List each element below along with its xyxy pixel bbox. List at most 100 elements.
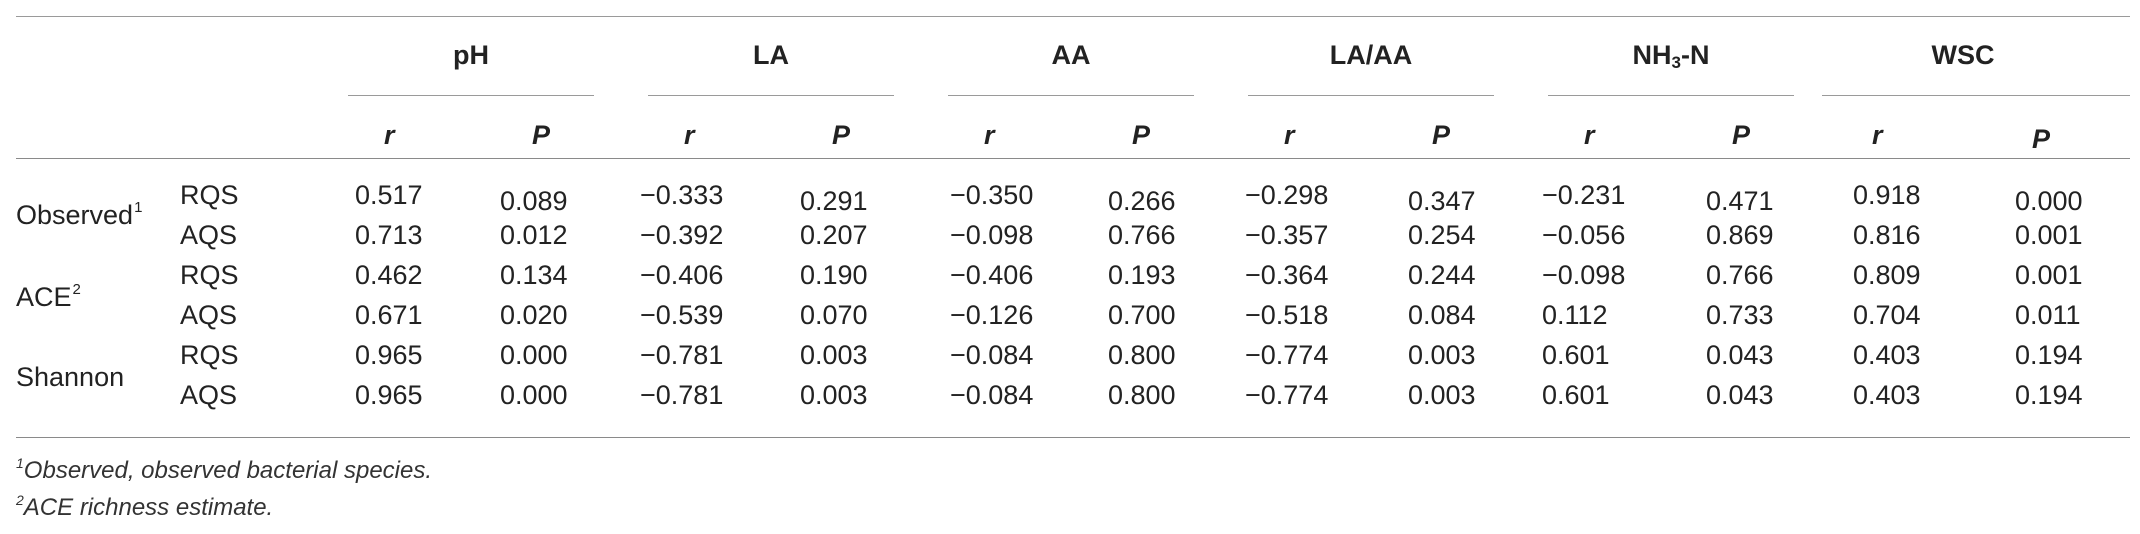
table-cell: 0.089	[500, 186, 568, 216]
table-cell: −0.364	[1245, 260, 1329, 290]
subheader-r: r	[1584, 120, 1595, 150]
row-group-label: AQS	[180, 380, 238, 410]
table-cell: −0.098	[1542, 260, 1626, 290]
table-cell: 0.003	[800, 380, 868, 410]
table-cell: 0.011	[2015, 300, 2081, 330]
table-cell: 0.194	[2015, 380, 2083, 410]
col-header-nh3n: NH3-N	[1632, 40, 1710, 72]
table-cell: 0.244	[1408, 260, 1476, 290]
table-cell: 0.869	[1706, 220, 1774, 250]
table-cell: 0.918	[1853, 180, 1921, 210]
table-cell: 0.713	[355, 220, 423, 250]
table-cell: 0.000	[500, 340, 568, 370]
table-cell: −0.231	[1542, 180, 1626, 210]
table-cell: 0.800	[1108, 380, 1176, 410]
table-cell: 0.800	[1108, 340, 1176, 370]
col-header-wsc: WSC	[1931, 40, 1995, 70]
header-bottom-rule	[16, 158, 2130, 159]
table-cell: −0.774	[1245, 380, 1329, 410]
table-cell: 0.671	[355, 300, 423, 330]
header-underline	[1822, 95, 2130, 96]
row-label-observed: Observed1	[16, 199, 143, 230]
table-cell: 0.254	[1408, 220, 1476, 250]
table-cell: 0.207	[800, 220, 868, 250]
table-cell: 0.020	[500, 300, 568, 330]
table-cell: 0.403	[1853, 380, 1921, 410]
subheader-r: r	[384, 120, 395, 150]
table-cell: 0.012	[500, 220, 568, 250]
table-cell: 0.000	[500, 380, 568, 410]
table-cell: 0.816	[1853, 220, 1921, 250]
row-label-ace: ACE2	[16, 281, 81, 312]
footnote-1: 1Observed, observed bacterial species.	[16, 455, 433, 484]
row-group-label: AQS	[180, 300, 238, 330]
table-top-rule	[16, 16, 2130, 17]
table-cell: −0.333	[640, 180, 724, 210]
table-cell: 0.965	[355, 340, 423, 370]
table-cell: 0.003	[1408, 340, 1476, 370]
table-cell: 0.043	[1706, 380, 1774, 410]
table-cell: 0.070	[800, 300, 868, 330]
table-cell: −0.056	[1542, 220, 1626, 250]
table-cell: 0.291	[800, 186, 868, 216]
header-underline	[948, 95, 1194, 96]
header-underline	[1548, 95, 1794, 96]
table-cell: 0.809	[1853, 260, 1921, 290]
subheader-p: P	[1732, 120, 1751, 150]
table-cell: −0.406	[640, 260, 724, 290]
table-cell: 0.601	[1542, 340, 1610, 370]
table-cell: −0.406	[950, 260, 1034, 290]
table-cell: 0.700	[1108, 300, 1176, 330]
row-label-shannon: Shannon	[16, 362, 125, 392]
table-cell: 0.704	[1853, 300, 1921, 330]
subheader-r: r	[684, 120, 695, 150]
table-cell: 0.462	[355, 260, 423, 290]
table-cell: −0.774	[1245, 340, 1329, 370]
table-cell: −0.350	[950, 180, 1034, 210]
col-header-la: LA	[753, 40, 789, 70]
subheader-p: P	[1432, 120, 1451, 150]
footnote-2: 2ACE richness estimate.	[16, 492, 274, 521]
table-cell: 0.084	[1408, 300, 1476, 330]
header-underline	[648, 95, 894, 96]
table-cell: 0.194	[2015, 340, 2083, 370]
table-cell: −0.781	[640, 380, 724, 410]
table-cell: 0.601	[1542, 380, 1610, 410]
table-cell: 0.193	[1108, 260, 1176, 290]
col-header-aa: AA	[1051, 40, 1091, 70]
table-cell: 0.003	[1408, 380, 1476, 410]
col-header-la-aa: LA/AA	[1329, 40, 1413, 70]
table-cell: 0.266	[1108, 186, 1176, 216]
table-cell: −0.357	[1245, 220, 1329, 250]
table-cell: 0.517	[355, 180, 423, 210]
row-group-label: RQS	[180, 260, 239, 290]
table-cell: −0.518	[1245, 300, 1329, 330]
table-cell: 0.766	[1108, 220, 1176, 250]
subheader-p: P	[1132, 120, 1151, 150]
table-cell: 0.000	[2015, 186, 2083, 216]
table-cell: 0.347	[1408, 186, 1476, 216]
header-underline	[348, 95, 594, 96]
table-cell: 0.112	[1542, 300, 1608, 330]
table-cell: −0.539	[640, 300, 724, 330]
table-cell: 0.043	[1706, 340, 1774, 370]
table-cell: −0.781	[640, 340, 724, 370]
subheader-r: r	[1284, 120, 1295, 150]
col-header-ph: pH	[453, 40, 489, 70]
row-group-label: RQS	[180, 180, 239, 210]
row-group-label: RQS	[180, 340, 239, 370]
table-cell: 0.471	[1706, 186, 1774, 216]
table-cell: 0.190	[800, 260, 868, 290]
table-cell: −0.126	[950, 300, 1034, 330]
table-cell: 0.001	[2015, 220, 2083, 250]
table-cell: −0.084	[950, 380, 1034, 410]
table-cell: 0.134	[500, 260, 568, 290]
header-underline	[1248, 95, 1494, 96]
subheader-p: P	[2032, 124, 2051, 154]
table-cell: 0.733	[1706, 300, 1774, 330]
subheader-r: r	[1872, 120, 1883, 150]
table-bottom-rule	[16, 437, 2130, 438]
table-cell: −0.298	[1245, 180, 1329, 210]
row-group-label: AQS	[180, 220, 238, 250]
table-cell: 0.766	[1706, 260, 1774, 290]
